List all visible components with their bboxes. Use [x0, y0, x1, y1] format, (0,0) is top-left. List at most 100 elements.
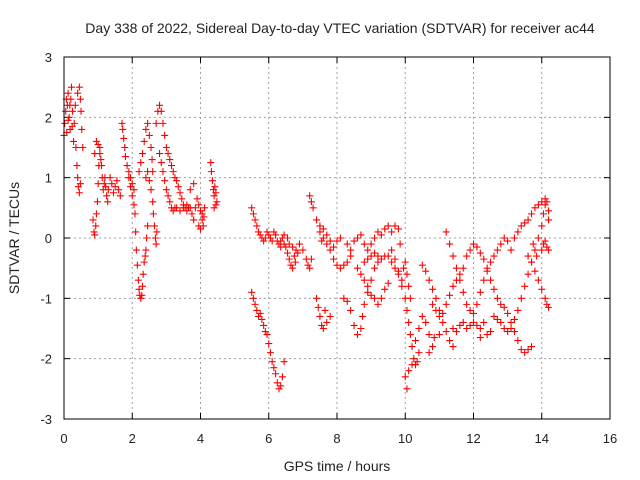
data-point-marker	[497, 240, 505, 248]
data-point-marker	[121, 144, 129, 151]
data-point-marker	[256, 309, 264, 317]
data-point-marker	[534, 234, 542, 242]
data-point-marker	[430, 334, 438, 342]
data-point-marker	[277, 243, 285, 251]
data-point-marker	[68, 122, 76, 130]
data-point-marker	[277, 382, 285, 390]
data-point-marker	[120, 134, 128, 142]
data-point-marker	[401, 258, 409, 266]
data-point-marker	[111, 183, 119, 191]
data-point-marker	[74, 89, 82, 97]
data-point-marker	[487, 258, 495, 266]
data-point-marker	[190, 180, 198, 188]
data-point-marker	[273, 379, 281, 387]
data-point-marker	[487, 328, 495, 336]
data-point-marker	[415, 349, 423, 357]
data-point-marker	[452, 328, 460, 336]
data-point-marker	[490, 252, 498, 260]
data-point-marker	[147, 144, 155, 151]
data-point-marker	[353, 331, 361, 339]
data-point-marker	[410, 355, 418, 363]
data-point-marker	[270, 228, 278, 236]
data-point-marker	[161, 177, 169, 185]
data-point-marker	[446, 291, 454, 299]
data-point-marker	[336, 264, 344, 272]
data-point-marker	[299, 246, 307, 254]
data-point-marker	[388, 246, 396, 254]
data-point-marker	[364, 255, 372, 263]
data-point-marker	[371, 249, 379, 257]
data-point-marker	[260, 321, 268, 329]
data-point-marker	[316, 222, 324, 230]
data-point-marker	[415, 325, 423, 332]
data-point-marker	[128, 180, 136, 188]
data-point-marker	[524, 216, 532, 224]
data-point-marker	[152, 240, 160, 248]
data-point-marker	[538, 285, 546, 293]
data-point-marker	[153, 228, 161, 236]
data-point-marker	[166, 198, 174, 206]
data-point-marker	[272, 370, 280, 378]
data-point-marker	[115, 186, 123, 194]
data-point-marker	[403, 270, 411, 278]
data-point-marker	[96, 150, 104, 158]
data-point-marker	[138, 282, 146, 290]
data-point-marker	[292, 246, 300, 254]
data-point-marker	[200, 213, 208, 221]
data-point-marker	[280, 358, 288, 366]
data-point-marker	[201, 204, 209, 212]
data-point-marker	[135, 285, 143, 293]
data-point-marker	[173, 177, 181, 185]
data-point-marker	[470, 318, 477, 326]
data-point-marker	[64, 116, 72, 124]
data-point-marker	[538, 198, 546, 206]
data-point-marker	[463, 300, 471, 308]
data-point-marker	[144, 168, 152, 176]
data-point-marker	[256, 231, 264, 239]
data-point-marker	[197, 225, 204, 233]
data-point-marker	[500, 303, 508, 311]
data-point-marker	[466, 321, 474, 329]
data-point-marker	[92, 222, 100, 230]
data-point-marker	[381, 225, 389, 233]
data-point-marker	[449, 343, 457, 351]
data-point-marker	[156, 150, 164, 158]
data-point-marker	[343, 297, 351, 305]
data-point-marker	[157, 159, 165, 167]
data-point-marker	[212, 189, 220, 197]
data-point-marker	[343, 258, 351, 266]
data-point-marker	[413, 358, 421, 366]
data-point-marker	[533, 252, 541, 260]
data-point-marker	[357, 231, 365, 239]
data-point-marker	[316, 228, 324, 236]
data-point-marker	[152, 119, 160, 127]
data-point-marker	[377, 231, 385, 239]
data-point-marker	[517, 346, 525, 354]
data-point-marker	[524, 270, 532, 278]
data-point-marker	[179, 204, 187, 212]
data-point-marker	[94, 180, 102, 188]
data-point-marker	[405, 367, 413, 375]
data-point-marker	[123, 162, 131, 170]
data-point-marker	[400, 264, 408, 272]
data-point-marker	[538, 246, 546, 254]
data-point-marker	[510, 328, 518, 336]
data-point-marker	[514, 228, 522, 236]
data-point-marker	[459, 264, 467, 272]
data-point-marker	[353, 264, 361, 272]
data-point-marker	[261, 328, 269, 336]
data-point-marker	[74, 174, 82, 182]
data-point-marker	[374, 228, 382, 236]
data-point-marker	[193, 195, 201, 203]
data-point-marker	[510, 315, 518, 323]
data-point-marker	[449, 252, 457, 260]
data-point-marker	[543, 300, 551, 308]
data-point-marker	[79, 144, 87, 151]
data-point-marker	[68, 83, 76, 91]
data-point-marker	[388, 258, 396, 266]
data-point-marker	[147, 186, 155, 194]
data-point-marker	[265, 340, 273, 348]
data-point-marker	[517, 222, 525, 230]
data-point-marker	[306, 192, 314, 200]
data-point-marker	[140, 258, 148, 266]
